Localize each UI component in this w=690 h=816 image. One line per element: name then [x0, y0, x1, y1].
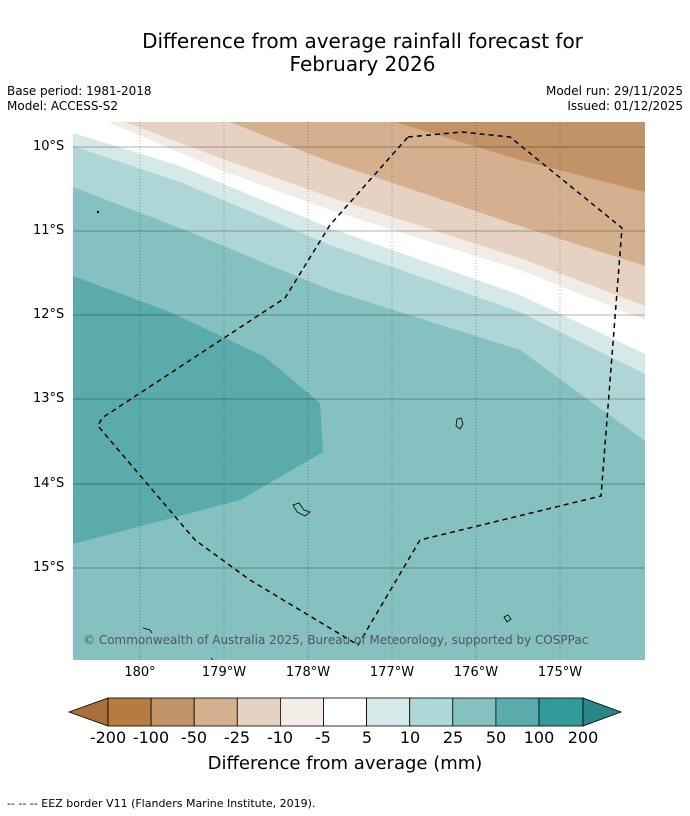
graticule — [73, 122, 645, 660]
colorbar-segment — [107, 697, 152, 727]
colorbar-label: Difference from average (mm) — [207, 753, 483, 774]
colorbar-tick: -100 — [132, 728, 170, 747]
colorbar-segment — [150, 697, 195, 727]
lat-label: 11°S — [33, 223, 65, 238]
lat-label: 13°S — [33, 391, 65, 406]
colorbar — [67, 697, 623, 727]
colorbar-tick: 100 — [523, 728, 555, 747]
title-line-1: Difference from average rainfall forecas… — [142, 29, 583, 53]
lon-label: 179°W — [201, 665, 247, 680]
lon-label: 175°W — [537, 665, 583, 680]
colorbar-extend-left — [67, 697, 109, 727]
colorbar-tick: 5 — [361, 728, 373, 747]
island-outline — [292, 502, 311, 517]
lon-label: 180° — [124, 665, 156, 680]
colorbar-segment — [452, 697, 497, 727]
meta-left: Base period: 1981-2018 Model: ACCESS-S2 — [7, 84, 152, 114]
colorbar-segment — [236, 697, 281, 727]
copyright-notice: © Commonwealth of Australia 2025, Bureau… — [83, 633, 589, 647]
title-line-2: February 2026 — [289, 52, 436, 76]
lat-label: 14°S — [33, 476, 65, 491]
issued-date: Issued: 01/12/2025 — [567, 99, 683, 113]
lon-label: 177°W — [369, 665, 415, 680]
colorbar-extend-right — [582, 697, 623, 727]
colorbar-segment — [538, 697, 584, 727]
base-period: Base period: 1981-2018 — [7, 84, 152, 98]
colorbar-tick: 10 — [399, 728, 421, 747]
colorbar-tick: -200 — [89, 728, 127, 747]
colorbar-tick: 200 — [567, 728, 599, 747]
colorbar-tick: 25 — [442, 728, 464, 747]
model-name: Model: ACCESS-S2 — [7, 99, 119, 113]
colorbar-tick: -5 — [315, 728, 331, 747]
colorbar-tick: -50 — [180, 728, 208, 747]
model-run: Model run: 29/11/2025 — [545, 84, 683, 98]
colorbar-segment — [323, 697, 367, 727]
band-minus100-minus50 — [395, 122, 645, 192]
island-outline — [210, 657, 214, 660]
island-outline — [455, 417, 464, 430]
band-50-100 — [73, 276, 323, 544]
meta-right: Model run: 29/11/2025 Issued: 01/12/2025 — [546, 84, 683, 114]
lat-label: 12°S — [33, 307, 65, 322]
colorbar-segment — [193, 697, 238, 727]
lon-label: 178°W — [285, 665, 331, 680]
lat-label: 15°S — [33, 560, 65, 575]
map-title: Difference from average rainfall forecas… — [0, 30, 690, 76]
eez-border — [97, 131, 623, 647]
colorbar-tick: -10 — [266, 728, 294, 747]
island-marker — [96, 210, 100, 214]
island-outline — [503, 614, 512, 623]
colorbar-tick: -25 — [223, 728, 251, 747]
lon-label: 176°W — [453, 665, 499, 680]
colorbar-segment — [279, 697, 324, 727]
map-area[interactable] — [73, 122, 645, 660]
lat-label: 10°S — [33, 139, 65, 154]
colorbar-segment — [409, 697, 454, 727]
colorbar-segment — [495, 697, 540, 727]
eez-footnote: -- -- -- EEZ border V11 (Flanders Marine… — [7, 797, 316, 810]
colorbar-segment — [366, 697, 411, 727]
islands — [96, 210, 512, 660]
island-outline — [142, 627, 153, 634]
colorbar-tick: 50 — [485, 728, 507, 747]
